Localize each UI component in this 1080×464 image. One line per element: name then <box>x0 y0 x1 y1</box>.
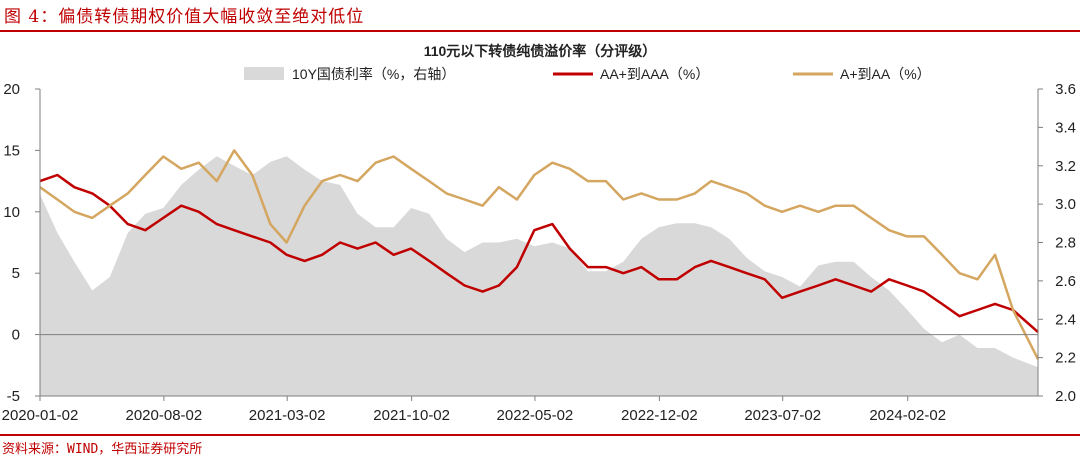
x-tick-label: 2021-10-02 <box>373 407 450 424</box>
legend: 10Y国债利率（%，右轴） AA+到AAA（%） A+到AA（%） <box>244 66 931 82</box>
y-left-tick-label: 15 <box>3 142 20 159</box>
y-right-tick-label: 2.2 <box>1055 350 1076 367</box>
y-left-tick-label: 20 <box>3 81 20 98</box>
x-tick-label: 2023-07-02 <box>744 407 821 424</box>
y-right-tick-label: 3.4 <box>1055 119 1076 136</box>
y-right-tick-label: 3.6 <box>1055 81 1076 98</box>
y-right-tick-label: 2.6 <box>1055 273 1076 290</box>
plot-area <box>39 149 1040 396</box>
series-area-bond-yield <box>40 156 1038 396</box>
figure-title: 图 4：偏债转债期权价值大幅收敛至绝对低位 <box>4 7 365 27</box>
y-left-tick-label: 0 <box>12 327 20 344</box>
source-note: 资料来源：WIND，华西证券研究所 <box>2 442 203 457</box>
legend-label-a: A+到AA（%） <box>840 66 931 82</box>
y-right-tick-label: 2.8 <box>1055 235 1076 252</box>
series-line-aa <box>39 173 1039 334</box>
x-tick-label: 2022-12-02 <box>621 407 698 424</box>
legend-label-bond-yield: 10Y国债利率（%，右轴） <box>292 66 455 82</box>
x-tick-label: 2021-03-02 <box>249 407 326 424</box>
y-left-tick-label: -5 <box>7 388 20 405</box>
x-tick-label: 2020-08-02 <box>126 407 203 424</box>
legend-label-aa: AA+到AAA（%） <box>600 66 709 82</box>
title-rule <box>0 30 1080 32</box>
x-tick-label: 2020-01-02 <box>2 407 79 424</box>
x-tick-label: 2024-02-02 <box>869 407 946 424</box>
y-left-tick-label: 10 <box>3 204 20 221</box>
y-right-tick-label: 2.4 <box>1055 311 1076 328</box>
axes: -5 0 5 10 15 20 2.0 2.2 2.4 2.6 2.8 3.0 3.2 3.4 3.6 202… <box>2 81 1076 424</box>
y-right-tick-label: 3.2 <box>1055 158 1076 175</box>
legend-swatch-area <box>244 67 284 80</box>
y-right-tick-label: 2.0 <box>1055 388 1076 405</box>
y-left-tick-label: 5 <box>12 265 20 282</box>
y-right-tick-label: 3.0 <box>1055 196 1076 213</box>
series-line-a <box>39 149 1040 360</box>
chart-title: 110元以下转债纯债溢价率（分评级） <box>424 43 657 59</box>
source-rule <box>0 434 1080 436</box>
x-tick-label: 2022-05-02 <box>497 407 574 424</box>
